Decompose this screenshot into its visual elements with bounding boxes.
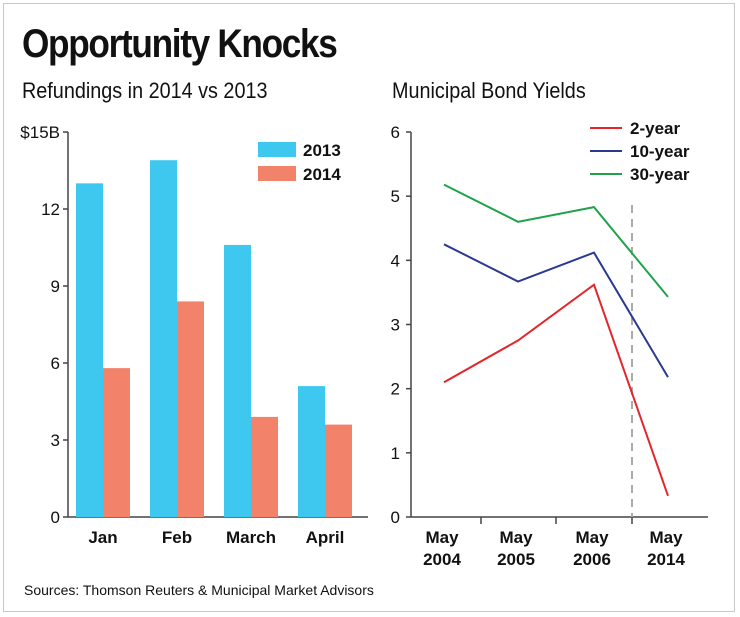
- bar-2013-march: [224, 244, 251, 517]
- bar-2013-april: [298, 386, 325, 517]
- legend-label-2013: 2013: [303, 141, 341, 160]
- legend-swatch-2014: [258, 166, 296, 181]
- line-x-label: May: [649, 528, 683, 547]
- legend-label-2014: 2014: [303, 165, 341, 184]
- line-x-label: May: [425, 528, 459, 547]
- line-x-label: 2014: [647, 550, 685, 569]
- series-line-10-year: [443, 243, 669, 378]
- bar-category-label: Feb: [162, 528, 192, 547]
- bar-2014-march: [251, 416, 278, 517]
- page-title: Opportunity Knocks: [22, 22, 338, 66]
- bar-2014-jan: [103, 368, 130, 517]
- bar-y-tick-label: 3: [51, 431, 60, 450]
- line-x-label: 2006: [573, 550, 611, 569]
- bar-y-tick-label: 6: [51, 354, 60, 373]
- line-chart-title: Municipal Bond Yields: [392, 78, 586, 103]
- bar-2014-april: [325, 424, 352, 517]
- bar-category-label: March: [226, 528, 276, 547]
- bar-y-tick-label: 0: [51, 508, 60, 527]
- line-y-tick-label: 6: [391, 123, 400, 142]
- legend-label-10-year: 10-year: [630, 142, 690, 161]
- line-x-label: May: [499, 528, 533, 547]
- line-x-label: 2004: [423, 550, 461, 569]
- bar-2014-feb: [177, 301, 204, 517]
- bar-2013-jan: [76, 183, 103, 518]
- line-y-tick-label: 1: [391, 444, 400, 463]
- line-y-tick-label: 3: [391, 316, 400, 335]
- line-y-tick-label: 4: [391, 251, 400, 270]
- line-y-tick-label: 2: [391, 380, 400, 399]
- bar-2013-feb: [150, 160, 177, 517]
- line-y-tick-label: 0: [391, 508, 400, 527]
- source-note: Sources: Thomson Reuters & Municipal Mar…: [24, 582, 374, 598]
- legend-swatch-2013: [258, 142, 296, 157]
- bar-y-tick-label: 12: [41, 200, 60, 219]
- bar-y-tick-label: 9: [51, 277, 60, 296]
- line-x-label: May: [575, 528, 609, 547]
- bar-chart-title: Refundings in 2014 vs 2013: [22, 78, 268, 103]
- line-x-label: 2005: [497, 550, 535, 569]
- bar-y-tick-label: $15B: [20, 123, 60, 142]
- bar-category-label: April: [306, 528, 345, 547]
- legend-label-2-year: 2-year: [630, 119, 680, 138]
- line-y-tick-label: 5: [391, 187, 400, 206]
- series-line-2-year: [443, 283, 669, 497]
- series-line-30-year: [443, 183, 669, 298]
- bar-category-label: Jan: [88, 528, 117, 547]
- legend-label-30-year: 30-year: [630, 165, 690, 184]
